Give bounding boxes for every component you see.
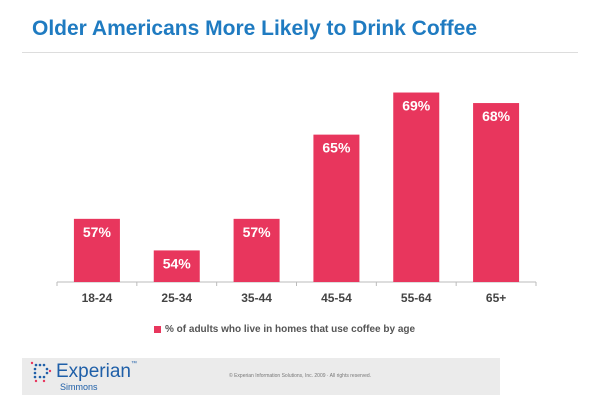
x-tick-label: 65+ xyxy=(486,291,506,305)
logo-subtitle: Simmons xyxy=(60,382,98,392)
copyright: © Experian Information Solutions, Inc. 2… xyxy=(229,373,372,379)
legend-label: % of adults who live in homes that use c… xyxy=(165,324,416,335)
data-label: 57% xyxy=(83,224,112,240)
bar xyxy=(233,218,280,282)
chart-title: Older Americans More Likely to Drink Cof… xyxy=(32,17,478,40)
legend: % of adults who live in homes that use c… xyxy=(154,324,415,335)
bar xyxy=(73,218,120,282)
x-tick-label: 18-24 xyxy=(82,291,113,305)
bar xyxy=(313,134,360,282)
x-tick-label: 45-54 xyxy=(321,291,352,305)
data-label: 54% xyxy=(163,255,192,271)
bar-chart: 57% 18-24 54% 25-34 57% 35-44 65% 45-54 69% 55-64… xyxy=(56,92,537,305)
data-label: 65% xyxy=(322,140,351,156)
experian-logo: Experian ™ xyxy=(30,361,137,383)
experian-dots-icon xyxy=(30,361,52,383)
footer: Experian ™ Simmons © Experian Information… xyxy=(22,358,500,395)
bar xyxy=(153,250,200,282)
data-label: 57% xyxy=(243,224,272,240)
x-tick-label: 55-64 xyxy=(401,291,432,305)
legend-swatch xyxy=(154,326,161,333)
bar xyxy=(393,92,440,283)
logo-text: Experian xyxy=(56,361,131,382)
x-tick-label: 35-44 xyxy=(241,291,272,305)
bar xyxy=(473,103,520,282)
logo-tm: ™ xyxy=(131,361,137,367)
data-label: 69% xyxy=(402,98,431,114)
title-divider xyxy=(22,52,578,53)
data-label: 68% xyxy=(482,108,511,124)
x-tick-label: 25-34 xyxy=(161,291,192,305)
